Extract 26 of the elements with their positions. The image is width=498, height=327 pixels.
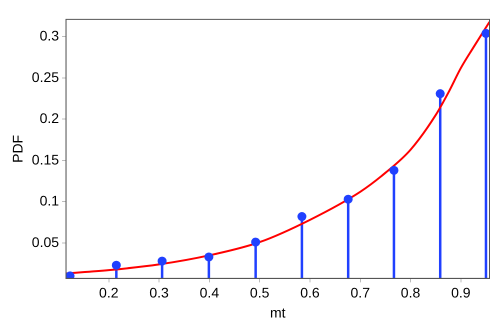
y-tick-label: 0.2 bbox=[40, 110, 60, 126]
x-tick-label: 0.7 bbox=[350, 284, 370, 301]
y-tick-label: 0.15 bbox=[32, 151, 60, 168]
point bbox=[297, 212, 306, 222]
point bbox=[66, 271, 75, 278]
x-tick-label: 0.2 bbox=[99, 284, 119, 301]
point bbox=[481, 28, 490, 38]
y-tick-label: 0.1 bbox=[40, 192, 60, 209]
x-tick-label: 0.8 bbox=[400, 284, 420, 301]
y-tick-label: 0.05 bbox=[32, 234, 60, 250]
x-tick-label: 0.3 bbox=[149, 284, 170, 301]
y-axis-title: PDF bbox=[9, 134, 26, 163]
y-tick-label: 0.3 bbox=[40, 28, 60, 44]
point bbox=[204, 252, 214, 262]
y-tick-label: 0.25 bbox=[32, 68, 60, 85]
point bbox=[389, 166, 398, 175]
point bbox=[158, 256, 167, 266]
x-axis-title: mt bbox=[270, 304, 286, 320]
x-tick-label: 0.6 bbox=[300, 284, 320, 301]
x-tick-label: 0.5 bbox=[250, 284, 270, 301]
point bbox=[251, 238, 260, 247]
point bbox=[436, 89, 445, 98]
point bbox=[344, 194, 353, 204]
x-tick-label: 0.9 bbox=[451, 284, 471, 301]
x-tick-label: 0.4 bbox=[200, 284, 220, 301]
point bbox=[112, 260, 121, 270]
